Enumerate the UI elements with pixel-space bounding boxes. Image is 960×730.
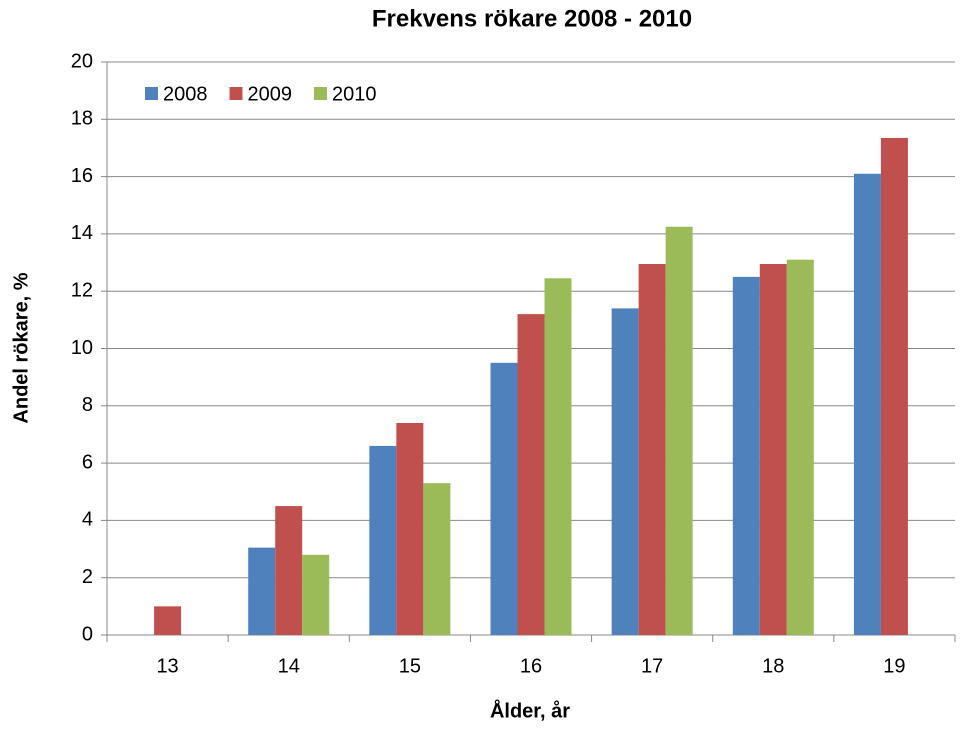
y-tick-label: 8 bbox=[82, 394, 93, 416]
legend-swatch bbox=[314, 87, 327, 100]
y-tick-label: 16 bbox=[71, 165, 93, 187]
bar bbox=[732, 276, 760, 635]
bar bbox=[786, 259, 814, 635]
bar bbox=[302, 554, 330, 635]
bar bbox=[517, 314, 545, 635]
x-tick-label: 19 bbox=[883, 655, 905, 677]
y-tick-label: 0 bbox=[82, 623, 93, 645]
bar bbox=[853, 173, 881, 636]
x-tick-label: 15 bbox=[399, 655, 421, 677]
x-tick-label: 13 bbox=[156, 655, 178, 677]
bar bbox=[665, 226, 693, 636]
bar bbox=[490, 362, 518, 635]
legend-label: 2010 bbox=[332, 83, 377, 105]
x-tick-label: 17 bbox=[641, 655, 663, 677]
legend-swatch bbox=[229, 87, 243, 100]
bar bbox=[275, 506, 303, 635]
legend-label: 2009 bbox=[248, 83, 293, 105]
y-tick-label: 20 bbox=[71, 50, 93, 72]
bar bbox=[154, 606, 182, 635]
x-axis-label: Ålder, år bbox=[490, 698, 570, 722]
bar bbox=[611, 308, 639, 635]
bar bbox=[638, 263, 666, 635]
legend-swatch bbox=[145, 87, 158, 100]
y-tick-label: 2 bbox=[82, 566, 93, 588]
x-tick-label: 14 bbox=[278, 655, 300, 677]
y-tick-label: 12 bbox=[71, 279, 93, 301]
x-tick-label: 18 bbox=[762, 655, 784, 677]
legend-label: 2008 bbox=[163, 83, 208, 105]
bar bbox=[248, 547, 276, 635]
y-tick-label: 10 bbox=[71, 337, 93, 359]
y-tick-label: 18 bbox=[71, 108, 93, 130]
bar bbox=[880, 137, 908, 636]
chart-title: Frekvens rökare 2008 - 2010 bbox=[372, 5, 692, 32]
x-tick-label: 16 bbox=[520, 655, 542, 677]
y-tick-label: 4 bbox=[82, 509, 93, 531]
y-tick-label: 14 bbox=[71, 222, 93, 244]
bar bbox=[396, 422, 424, 635]
y-axis-label: Andel rökare, % bbox=[10, 272, 32, 423]
bar bbox=[544, 278, 572, 635]
y-tick-label: 6 bbox=[82, 451, 93, 473]
bar bbox=[369, 445, 397, 635]
bar bbox=[759, 263, 787, 635]
bar bbox=[423, 483, 451, 635]
